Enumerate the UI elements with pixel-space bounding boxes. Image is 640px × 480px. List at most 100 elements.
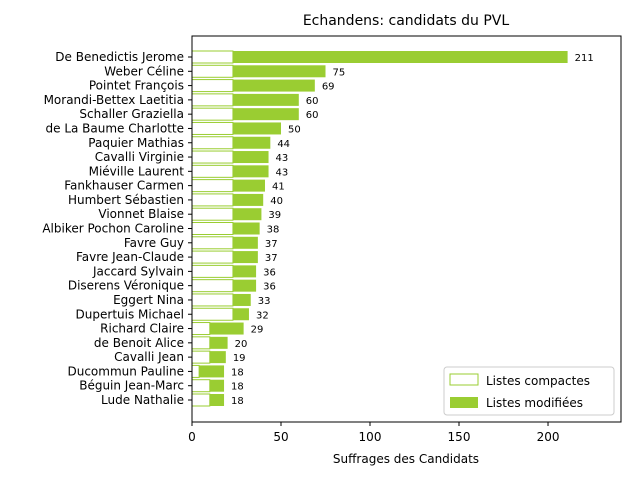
plot-frame bbox=[191, 35, 622, 423]
value-label-16: 36 bbox=[263, 282, 276, 293]
bar-modifiees-12 bbox=[232, 222, 260, 235]
bar-compactes-2 bbox=[191, 79, 234, 93]
y-tick-label-12: Albiker Pochon Caroline bbox=[42, 222, 184, 236]
x-tick-label-3: 150 bbox=[448, 430, 471, 444]
bar-compactes-3 bbox=[191, 93, 234, 107]
bar-compactes-5 bbox=[191, 121, 234, 135]
bar-modifiees-10 bbox=[232, 193, 264, 206]
y-tick-label-2: Pointet François bbox=[89, 79, 184, 93]
bar-modifiees-19 bbox=[209, 322, 244, 335]
value-label-9: 41 bbox=[272, 182, 285, 193]
value-label-20: 20 bbox=[235, 339, 248, 350]
value-labels: 2117569606050444343414039383737363633322… bbox=[231, 53, 594, 407]
value-label-22: 18 bbox=[231, 367, 244, 378]
y-tick-label-8: Miéville Laurent bbox=[89, 164, 185, 178]
legend-label-compactes: Listes compactes bbox=[486, 374, 590, 388]
value-label-6: 44 bbox=[277, 139, 290, 150]
x-axis-label: Suffrages des Candidats bbox=[333, 452, 479, 466]
y-tick-label-17: Eggert Nina bbox=[113, 293, 184, 307]
bar-modifiees-22 bbox=[199, 365, 225, 378]
y-tick-label-21: Cavalli Jean bbox=[114, 350, 184, 364]
bar-compactes-12 bbox=[191, 222, 234, 235]
y-tick-label-4: Schaller Graziella bbox=[79, 107, 184, 121]
bar-compactes-10 bbox=[191, 193, 234, 207]
value-label-13: 37 bbox=[265, 239, 278, 250]
y-tick-label-22: Ducommun Pauline bbox=[67, 364, 184, 378]
value-label-19: 29 bbox=[251, 325, 264, 336]
y-tick-label-1: Weber Céline bbox=[104, 64, 184, 78]
bar-modifiees-0 bbox=[232, 51, 568, 63]
bar-compactes-21 bbox=[191, 350, 211, 364]
y-tick-label-13: Favre Guy bbox=[124, 236, 184, 250]
value-label-14: 37 bbox=[265, 253, 278, 264]
bar-modifiees-14 bbox=[232, 251, 258, 264]
bar-modifiees-3 bbox=[232, 93, 299, 106]
bar-modifiees-21 bbox=[209, 351, 226, 364]
x-tick-label-1: 50 bbox=[273, 430, 288, 444]
value-label-24: 18 bbox=[231, 396, 244, 407]
bar-modifiees-4 bbox=[232, 108, 299, 121]
value-label-4: 60 bbox=[306, 110, 319, 121]
y-tick-label-16: Diserens Véronique bbox=[68, 279, 184, 293]
y-tick-label-11: Vionnet Blaise bbox=[98, 207, 184, 221]
bar-compactes-13 bbox=[191, 236, 234, 250]
value-label-3: 60 bbox=[306, 96, 319, 107]
bar-modifiees-8 bbox=[232, 165, 269, 178]
bar-compactes-18 bbox=[191, 307, 234, 321]
value-label-1: 75 bbox=[333, 67, 346, 78]
value-label-8: 43 bbox=[276, 167, 289, 178]
bar-modifiees-17 bbox=[232, 293, 251, 306]
value-label-17: 33 bbox=[258, 296, 271, 307]
bar-modifiees-2 bbox=[232, 79, 315, 92]
bar-modifiees-23 bbox=[209, 379, 225, 392]
bar-modifiees-9 bbox=[232, 179, 265, 192]
y-tick-label-19: Richard Claire bbox=[100, 322, 184, 336]
legend: Listes compactes Listes modifiées bbox=[443, 366, 615, 416]
value-label-5: 50 bbox=[288, 124, 301, 135]
bar-compactes-11 bbox=[191, 207, 234, 221]
value-label-10: 40 bbox=[270, 196, 283, 207]
value-label-15: 36 bbox=[263, 267, 276, 278]
bar-modifiees-1 bbox=[232, 65, 326, 78]
bar-modifiees-24 bbox=[209, 394, 225, 406]
bar-modifiees-5 bbox=[232, 122, 282, 135]
bar-compactes-7 bbox=[191, 150, 234, 164]
y-tick-label-7: Cavalli Virginie bbox=[95, 150, 184, 164]
bar-compactes-16 bbox=[191, 279, 234, 293]
bar-compactes-20 bbox=[191, 336, 211, 350]
y-tick-label-23: Béguin Jean-Marc bbox=[79, 379, 184, 393]
bar-modifiees-6 bbox=[232, 136, 271, 149]
y-tick-label-3: Morandi-Bettex Laetitia bbox=[44, 93, 184, 107]
x-tick-label-0: 0 bbox=[188, 430, 196, 444]
legend-swatch-modifiees bbox=[450, 397, 478, 408]
bar-modifiees-11 bbox=[232, 208, 262, 221]
y-tick-label-15: Jaccard Sylvain bbox=[92, 264, 184, 278]
x-tick-label-2: 100 bbox=[359, 430, 382, 444]
y-tick-label-0: De Benedictis Jerome bbox=[55, 50, 184, 64]
x-axis: 0 50 100 150 200 bbox=[188, 422, 559, 444]
bar-compactes-9 bbox=[191, 179, 234, 193]
value-label-0: 211 bbox=[575, 53, 594, 64]
legend-label-modifiees: Listes modifiées bbox=[486, 396, 583, 410]
y-tick-label-9: Fankhauser Carmen bbox=[64, 179, 184, 193]
bar-compactes-4 bbox=[191, 107, 234, 121]
y-tick-label-18: Dupertuis Michael bbox=[76, 307, 184, 321]
legend-swatch-compactes bbox=[449, 373, 479, 386]
bar-compactes-17 bbox=[191, 293, 234, 307]
y-tick-label-14: Favre Jean-Claude bbox=[76, 250, 184, 264]
bar-compactes-15 bbox=[191, 264, 234, 278]
value-label-11: 39 bbox=[268, 210, 281, 221]
bar-modifiees-20 bbox=[209, 336, 228, 349]
x-tick-label-4: 200 bbox=[537, 430, 560, 444]
bar-compactes-8 bbox=[191, 164, 234, 178]
bar-modifiees-15 bbox=[232, 265, 257, 278]
y-tick-label-24: Lude Nathalie bbox=[101, 393, 184, 407]
chart-title: Echandens: candidats du PVL bbox=[303, 13, 510, 29]
bar-compactes-24 bbox=[191, 393, 211, 407]
bar-modifiees-16 bbox=[232, 279, 257, 292]
bar-compactes-23 bbox=[191, 379, 211, 393]
legend-box bbox=[443, 366, 615, 416]
bars-group bbox=[191, 50, 568, 407]
